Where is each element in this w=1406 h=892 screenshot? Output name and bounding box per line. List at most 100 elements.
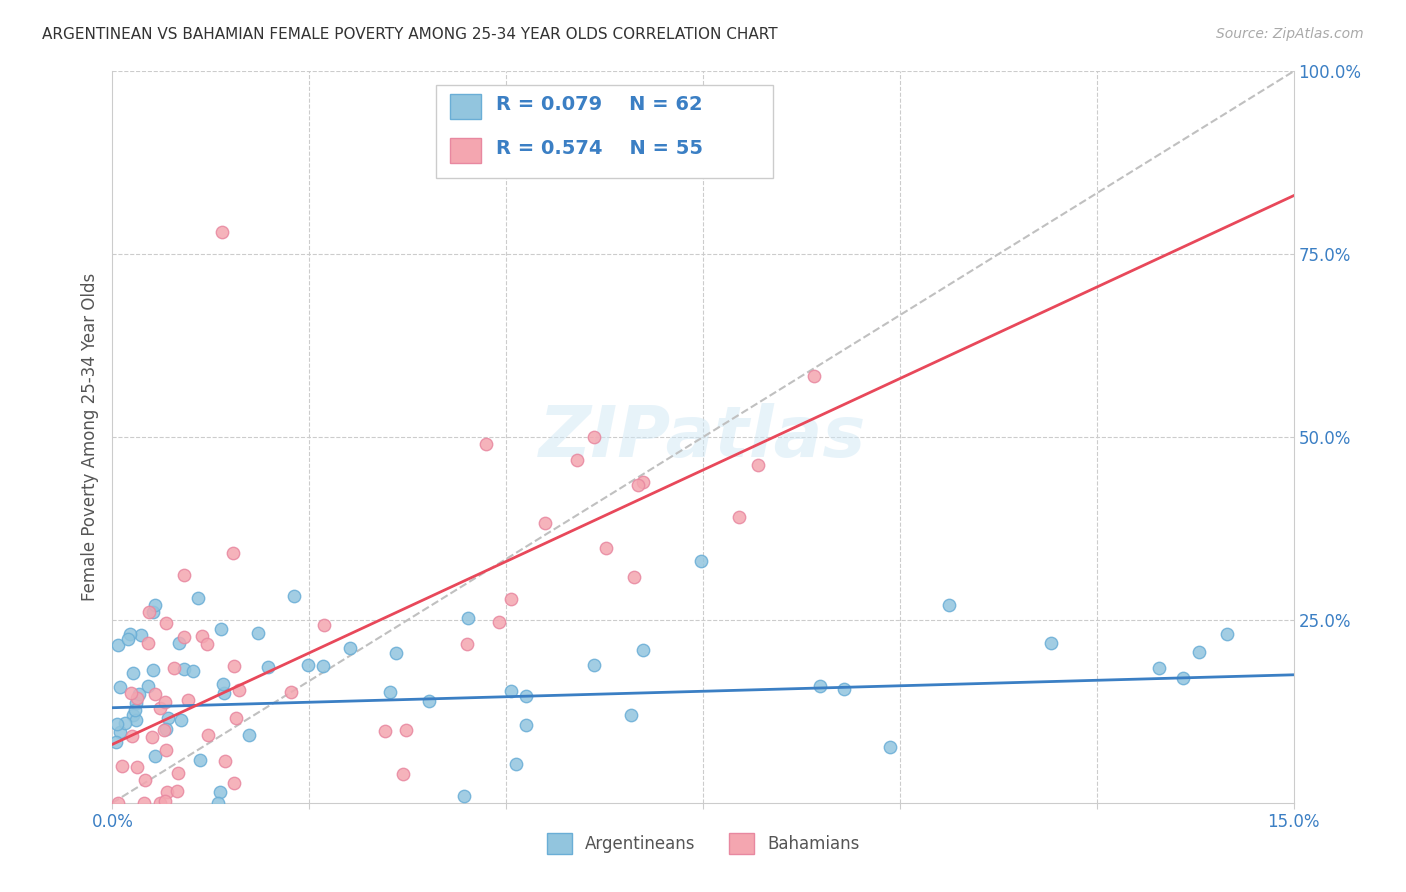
Point xyxy=(803,368,825,383)
Text: R = 0.574    N = 55: R = 0.574 N = 55 xyxy=(496,139,703,159)
Point xyxy=(153,723,176,738)
Point xyxy=(228,683,250,698)
Point xyxy=(257,660,280,674)
Point xyxy=(197,728,219,742)
Point xyxy=(190,629,212,643)
Point xyxy=(134,773,156,788)
Point xyxy=(1188,645,1211,659)
Point xyxy=(312,658,335,673)
Point xyxy=(689,554,711,568)
Point xyxy=(173,630,195,644)
Point xyxy=(938,599,960,613)
Point xyxy=(114,715,136,730)
Point xyxy=(339,641,361,656)
Y-axis label: Female Poverty Among 25-34 Year Olds: Female Poverty Among 25-34 Year Olds xyxy=(80,273,98,601)
Point xyxy=(120,626,142,640)
Point xyxy=(488,615,510,629)
Point xyxy=(136,679,159,693)
Point xyxy=(155,743,177,757)
Point xyxy=(120,686,142,700)
Point xyxy=(456,637,478,651)
Point xyxy=(395,723,418,737)
Point xyxy=(153,794,176,808)
Point xyxy=(170,713,193,727)
Point xyxy=(515,689,537,703)
Point xyxy=(125,696,148,710)
Point xyxy=(832,681,855,696)
Point xyxy=(475,437,498,451)
Point xyxy=(565,453,588,467)
Point xyxy=(148,701,170,715)
Point xyxy=(212,677,235,691)
Point xyxy=(125,713,148,727)
Point xyxy=(457,611,479,625)
Point xyxy=(583,430,606,444)
Point xyxy=(181,664,204,678)
Point xyxy=(125,690,148,705)
Point xyxy=(110,681,132,695)
Point xyxy=(747,458,769,472)
Point xyxy=(211,225,233,239)
Point xyxy=(134,796,156,810)
Point xyxy=(173,568,195,582)
Point xyxy=(453,789,475,804)
Point xyxy=(124,703,146,717)
Point xyxy=(1173,671,1195,685)
Point xyxy=(195,637,218,651)
Point xyxy=(879,739,901,754)
Point xyxy=(238,728,260,742)
Point xyxy=(105,717,128,731)
Point xyxy=(623,570,645,584)
Point xyxy=(121,666,143,681)
Point xyxy=(246,626,269,640)
Point xyxy=(117,632,139,646)
Point xyxy=(167,766,190,780)
Point xyxy=(297,657,319,672)
Point xyxy=(107,796,129,810)
Point xyxy=(156,711,179,725)
Point xyxy=(143,749,166,764)
Point xyxy=(142,664,165,678)
Point xyxy=(392,767,415,781)
Point xyxy=(187,591,209,606)
Point xyxy=(155,616,177,631)
Point xyxy=(107,638,129,652)
Point xyxy=(169,636,191,650)
Point xyxy=(145,598,167,612)
Point xyxy=(128,687,150,701)
Point xyxy=(633,642,655,657)
Point xyxy=(728,510,751,524)
Legend: Argentineans, Bahamians: Argentineans, Bahamians xyxy=(540,827,866,860)
Point xyxy=(627,478,650,492)
Text: ARGENTINEAN VS BAHAMIAN FEMALE POVERTY AMONG 25-34 YEAR OLDS CORRELATION CHART: ARGENTINEAN VS BAHAMIAN FEMALE POVERTY A… xyxy=(42,27,778,42)
Point xyxy=(595,541,617,555)
Point xyxy=(222,659,245,673)
Point xyxy=(153,695,176,709)
Point xyxy=(221,546,243,560)
Point xyxy=(166,784,188,798)
Text: R = 0.079    N = 62: R = 0.079 N = 62 xyxy=(496,95,703,114)
Point xyxy=(173,662,195,676)
Point xyxy=(155,722,177,736)
Point xyxy=(283,590,305,604)
Point xyxy=(418,694,440,708)
Point xyxy=(156,784,179,798)
Point xyxy=(280,685,302,699)
Point xyxy=(1215,627,1237,641)
Point xyxy=(129,628,152,642)
Point xyxy=(209,785,232,799)
Point xyxy=(515,717,537,731)
Point xyxy=(374,724,396,739)
Point xyxy=(149,796,172,810)
Point xyxy=(142,605,165,619)
Point xyxy=(505,756,527,771)
Point xyxy=(138,606,160,620)
Point xyxy=(224,776,246,790)
Point xyxy=(214,755,236,769)
Point xyxy=(177,693,200,707)
Point xyxy=(143,687,166,701)
Point xyxy=(125,760,148,774)
Point xyxy=(188,753,211,767)
Point xyxy=(141,730,163,744)
Point xyxy=(385,646,408,660)
